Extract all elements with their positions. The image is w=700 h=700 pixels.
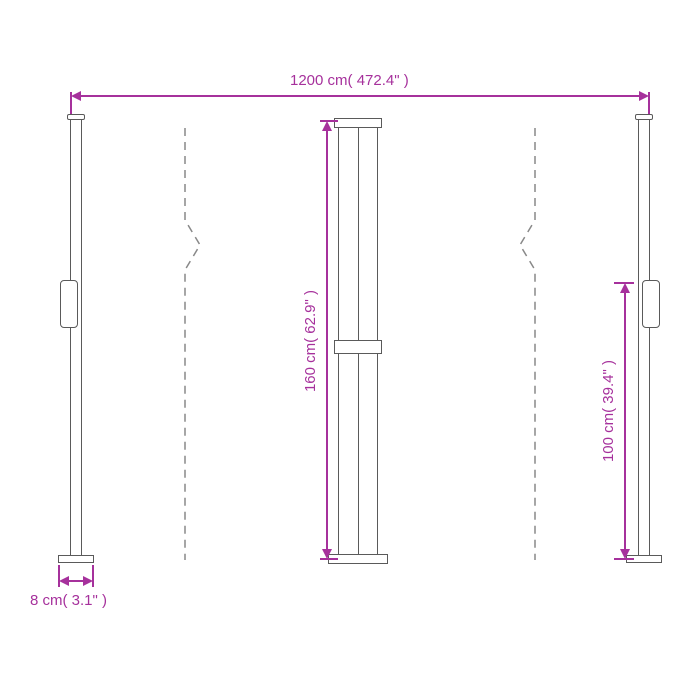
dim-bracket-label: 100 cm( 39.4" ) <box>600 360 617 462</box>
dim-base-label: 8 cm( 3.1" ) <box>30 592 107 609</box>
dim-height-line <box>326 123 328 557</box>
dim-bracket-line <box>624 285 626 557</box>
dim-height-label: 160 cm( 62.9" ) <box>302 290 319 392</box>
dim-base-line <box>61 580 91 582</box>
diagram-canvas: 1200 cm( 472.4" ) 160 cm( 62.9" ) 100 cm… <box>0 0 700 700</box>
